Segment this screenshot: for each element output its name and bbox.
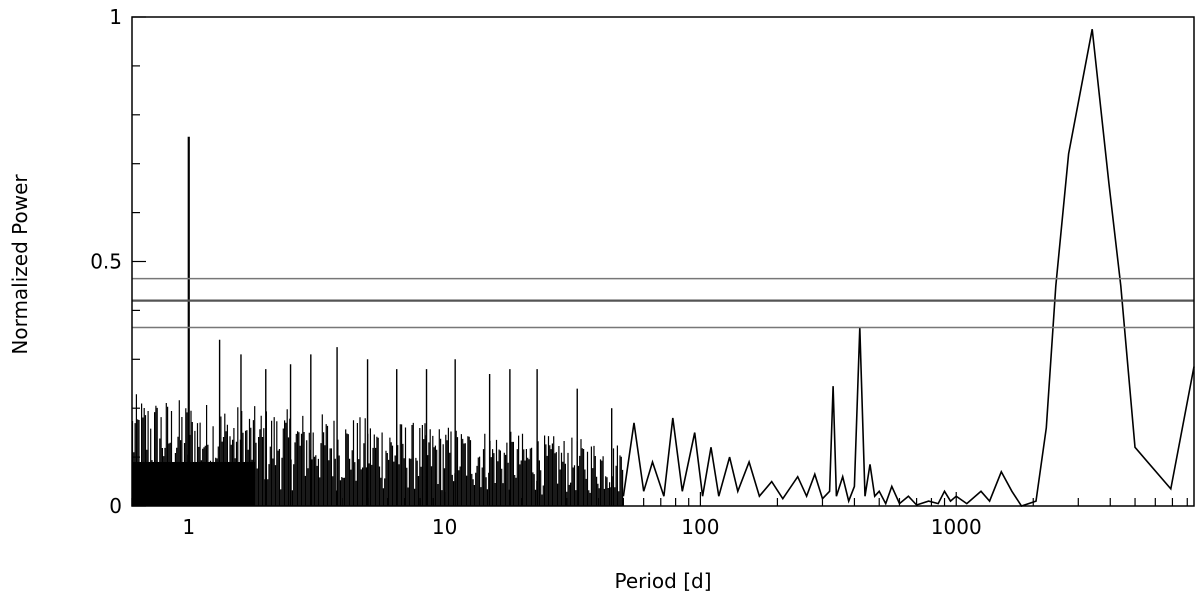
x-tick-label: 10 bbox=[432, 515, 457, 539]
periodogram-noise-band bbox=[131, 394, 624, 506]
y-axis-title: Normalized Power bbox=[8, 174, 32, 355]
x-tick-label: 1 bbox=[182, 515, 195, 539]
x-tick-label: 1000 bbox=[931, 515, 982, 539]
noise-spikes bbox=[131, 394, 624, 506]
series-layer bbox=[187, 29, 1195, 507]
y-tick-label: 0 bbox=[109, 494, 122, 518]
tick-labels: 1 10 100 1000 0 0.5 1 bbox=[90, 5, 981, 539]
y-tick-label: 0.5 bbox=[90, 250, 122, 274]
x-axis-title: Period [d] bbox=[614, 569, 711, 593]
axis-ticks bbox=[131, 16, 1188, 507]
x-tick-label: 100 bbox=[681, 515, 719, 539]
periodogram-line bbox=[622, 29, 1195, 507]
threshold-lines bbox=[132, 277, 1194, 329]
y-tick-label: 1 bbox=[109, 5, 122, 29]
plot-frame bbox=[131, 16, 1195, 507]
